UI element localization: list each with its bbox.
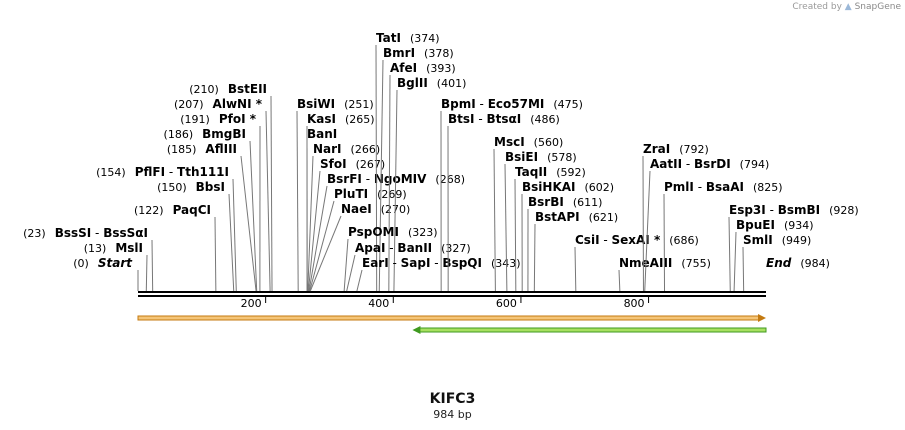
site-leader-line xyxy=(733,231,737,292)
site-label: BmrI (378) xyxy=(383,46,454,60)
site-label: (0) Start xyxy=(73,256,133,270)
site-label: PspOMI (323) xyxy=(348,225,438,239)
site-label: (191) PfoI * xyxy=(180,112,256,126)
site-leader-line xyxy=(378,59,384,292)
site-leader-line xyxy=(356,269,363,292)
site-label: NaeI (270) xyxy=(341,202,410,216)
site-label: EarI - SapI - BspQI (343) xyxy=(362,256,521,270)
site-label: MscI (560) xyxy=(494,135,563,149)
site-leader-line xyxy=(493,148,496,292)
site-leader-line xyxy=(249,140,258,292)
site-label: ZraI (792) xyxy=(643,142,709,156)
site-label: (210) BstEII xyxy=(189,82,267,96)
site-leader-line xyxy=(728,216,731,292)
site-leader-line xyxy=(388,74,391,292)
site-label: (13) MslI xyxy=(84,241,143,255)
site-label: PluTI (269) xyxy=(334,187,407,201)
sequence-length: 984 bp xyxy=(433,408,472,421)
site-leader-line xyxy=(346,254,356,292)
site-leader-line xyxy=(296,110,299,292)
site-leader-line xyxy=(393,89,398,292)
site-label: AatII - BsrDI (794) xyxy=(650,157,769,171)
feature-2-arrowhead xyxy=(412,326,421,334)
site-leader-line xyxy=(308,185,328,292)
site-label: AfeI (393) xyxy=(390,61,456,75)
site-leader-line xyxy=(270,95,273,292)
site-label: BsiEI (578) xyxy=(505,150,577,164)
feature-1-bar xyxy=(137,315,761,321)
site-leader-line xyxy=(644,170,651,292)
site-label: (122) PaqCI xyxy=(134,203,211,217)
site-label: TatI (374) xyxy=(376,31,440,45)
site-label: Esp3I - BsmBI (928) xyxy=(729,203,859,217)
site-leader-line xyxy=(618,269,621,292)
site-leader-line xyxy=(742,246,745,292)
site-leader-line xyxy=(265,110,271,292)
site-label: ApaI - BanII (327) xyxy=(355,241,471,255)
site-label: (207) AlwNI * xyxy=(174,97,263,111)
site-label: CsiI - SexAI * (686) xyxy=(575,233,699,247)
site-label: TaqII (592) xyxy=(515,165,586,179)
site-label: BtsI - BtsαI (486) xyxy=(448,112,560,126)
site-label: (185) AflIII xyxy=(167,142,237,156)
site-label: BpuEI (934) xyxy=(736,218,814,232)
site-leader-line xyxy=(151,239,154,292)
axis-tick-label: 200 xyxy=(241,297,262,310)
site-label: NarI (266) xyxy=(313,142,380,156)
site-leader-line xyxy=(232,178,237,292)
site-leader-line xyxy=(307,170,321,292)
site-leader-line xyxy=(514,178,517,292)
site-label: BanI xyxy=(307,127,337,141)
site-leader-line xyxy=(214,216,217,292)
credit-brand: SnapGene xyxy=(854,2,901,12)
site-leader-line xyxy=(309,200,335,292)
site-leader-line xyxy=(574,246,577,292)
snapgene-logo-icon: ▲ xyxy=(844,2,852,12)
site-leader-line xyxy=(375,44,378,292)
site-leader-line xyxy=(343,238,349,292)
axis-tick-label: 800 xyxy=(624,297,645,310)
site-label: KasI (265) xyxy=(307,112,375,126)
feature-2-bar xyxy=(417,327,767,333)
site-label: BstAPI (621) xyxy=(535,210,618,224)
site-label: (23) BssSI - BssSαI xyxy=(23,226,148,240)
site-leader-line xyxy=(145,254,148,292)
site-leader-line xyxy=(228,193,235,292)
feature-1-arrowhead xyxy=(758,314,766,322)
site-leader-line xyxy=(240,155,257,292)
sequence-title: KIFC3 xyxy=(429,391,476,407)
site-label: End (984) xyxy=(766,256,830,270)
site-label: (150) BbsI xyxy=(157,180,225,194)
site-leader-line xyxy=(533,223,536,292)
site-label: BsiHKAI (602) xyxy=(522,180,614,194)
credit-prefix: Created by xyxy=(792,2,842,12)
snapgene-credit: Created by ▲ SnapGene xyxy=(792,2,901,12)
site-label: NmeAIII (755) xyxy=(619,256,711,270)
site-leader-line xyxy=(309,215,342,292)
site-label: (186) BmgBI xyxy=(164,127,246,141)
axis-tick-label: 400 xyxy=(368,297,389,310)
site-label: SmlI (949) xyxy=(743,233,811,247)
site-label: (154) PflFI - Tth111I xyxy=(96,165,229,179)
site-label: BsiWI (251) xyxy=(297,97,374,111)
site-leader-line xyxy=(663,193,666,292)
site-label: BsrBI (611) xyxy=(528,195,602,209)
site-label: PmlI - BsaAI (825) xyxy=(664,180,783,194)
site-leader-line xyxy=(307,155,314,292)
site-label: SfoI (267) xyxy=(320,157,385,171)
site-label: BpmI - Eco57MI (475) xyxy=(441,97,583,111)
axis-tick-label: 600 xyxy=(496,297,517,310)
site-label: BsrFI - NgoMIV (268) xyxy=(327,172,465,186)
site-label: BglII (401) xyxy=(397,76,466,90)
site-leader-line xyxy=(504,163,508,292)
